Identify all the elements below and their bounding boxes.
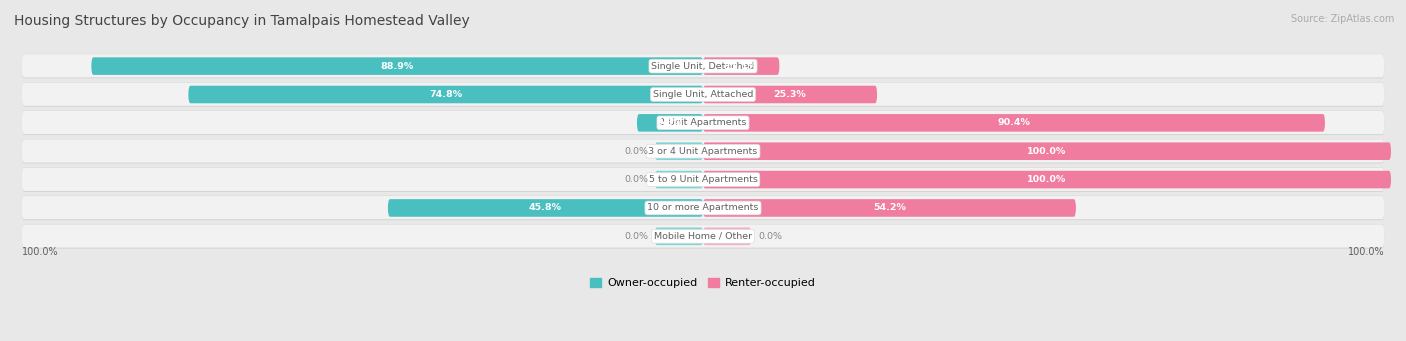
Text: 5 to 9 Unit Apartments: 5 to 9 Unit Apartments bbox=[648, 175, 758, 184]
FancyBboxPatch shape bbox=[703, 86, 877, 103]
FancyBboxPatch shape bbox=[655, 171, 703, 188]
Text: Mobile Home / Other: Mobile Home / Other bbox=[654, 232, 752, 241]
FancyBboxPatch shape bbox=[703, 143, 1391, 160]
FancyBboxPatch shape bbox=[22, 54, 1384, 78]
Text: 45.8%: 45.8% bbox=[529, 204, 562, 212]
Text: 90.4%: 90.4% bbox=[997, 118, 1031, 127]
Text: 10 or more Apartments: 10 or more Apartments bbox=[647, 204, 759, 212]
Text: 100.0%: 100.0% bbox=[1347, 247, 1384, 257]
Text: Single Unit, Attached: Single Unit, Attached bbox=[652, 90, 754, 99]
FancyBboxPatch shape bbox=[22, 196, 1384, 220]
Text: 88.9%: 88.9% bbox=[381, 62, 413, 71]
FancyBboxPatch shape bbox=[703, 199, 1076, 217]
FancyBboxPatch shape bbox=[703, 57, 779, 75]
Text: 0.0%: 0.0% bbox=[624, 147, 648, 156]
FancyBboxPatch shape bbox=[22, 83, 1384, 106]
FancyBboxPatch shape bbox=[703, 171, 1391, 188]
FancyBboxPatch shape bbox=[22, 54, 1384, 77]
FancyBboxPatch shape bbox=[655, 227, 703, 245]
FancyBboxPatch shape bbox=[91, 57, 703, 75]
FancyBboxPatch shape bbox=[22, 111, 1384, 134]
Text: 100.0%: 100.0% bbox=[1028, 147, 1067, 156]
FancyBboxPatch shape bbox=[22, 224, 1384, 248]
FancyBboxPatch shape bbox=[703, 114, 1324, 132]
FancyBboxPatch shape bbox=[188, 86, 703, 103]
FancyBboxPatch shape bbox=[22, 139, 1384, 163]
FancyBboxPatch shape bbox=[22, 82, 1384, 107]
Text: Housing Structures by Occupancy in Tamalpais Homestead Valley: Housing Structures by Occupancy in Tamal… bbox=[14, 14, 470, 28]
Text: 25.3%: 25.3% bbox=[773, 90, 807, 99]
FancyBboxPatch shape bbox=[22, 110, 1384, 135]
Text: Source: ZipAtlas.com: Source: ZipAtlas.com bbox=[1291, 14, 1395, 24]
Text: 100.0%: 100.0% bbox=[1028, 175, 1067, 184]
Text: 74.8%: 74.8% bbox=[429, 90, 463, 99]
FancyBboxPatch shape bbox=[637, 114, 703, 132]
Text: Single Unit, Detached: Single Unit, Detached bbox=[651, 62, 755, 71]
Text: 2 Unit Apartments: 2 Unit Apartments bbox=[659, 118, 747, 127]
Text: 9.6%: 9.6% bbox=[657, 118, 683, 127]
Text: 54.2%: 54.2% bbox=[873, 204, 905, 212]
FancyBboxPatch shape bbox=[22, 224, 1384, 249]
Text: 0.0%: 0.0% bbox=[624, 232, 648, 241]
FancyBboxPatch shape bbox=[22, 167, 1384, 192]
FancyBboxPatch shape bbox=[22, 139, 1384, 163]
FancyBboxPatch shape bbox=[22, 196, 1384, 219]
Text: 100.0%: 100.0% bbox=[22, 247, 59, 257]
Legend: Owner-occupied, Renter-occupied: Owner-occupied, Renter-occupied bbox=[586, 274, 820, 293]
Text: 11.1%: 11.1% bbox=[724, 62, 758, 71]
FancyBboxPatch shape bbox=[388, 199, 703, 217]
Text: 3 or 4 Unit Apartments: 3 or 4 Unit Apartments bbox=[648, 147, 758, 156]
FancyBboxPatch shape bbox=[703, 227, 751, 245]
Text: 0.0%: 0.0% bbox=[624, 175, 648, 184]
FancyBboxPatch shape bbox=[22, 168, 1384, 191]
Text: 0.0%: 0.0% bbox=[758, 232, 782, 241]
FancyBboxPatch shape bbox=[655, 143, 703, 160]
